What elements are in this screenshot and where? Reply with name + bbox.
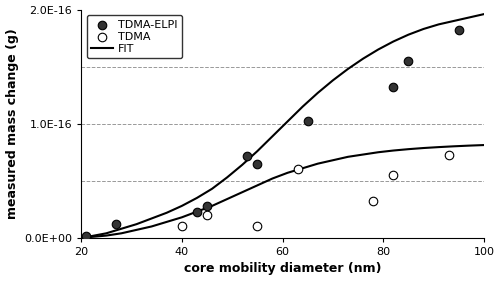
TDMA-ELPI xyxy=(112,222,120,226)
TDMA-ELPI xyxy=(455,28,463,32)
TDMA-ELPI xyxy=(244,153,252,158)
TDMA xyxy=(178,224,186,229)
Y-axis label: measured mass change (g): measured mass change (g) xyxy=(6,28,18,219)
TDMA-ELPI xyxy=(203,204,211,208)
TDMA-ELPI xyxy=(404,59,412,63)
X-axis label: core mobility diameter (nm): core mobility diameter (nm) xyxy=(184,262,382,275)
TDMA xyxy=(254,224,262,229)
TDMA-ELPI xyxy=(193,209,201,214)
TDMA xyxy=(294,167,302,172)
TDMA-ELPI xyxy=(390,85,398,89)
TDMA-ELPI xyxy=(82,233,90,238)
TDMA-ELPI xyxy=(304,119,312,124)
TDMA xyxy=(390,173,398,177)
TDMA xyxy=(444,152,452,157)
TDMA xyxy=(203,213,211,217)
TDMA-ELPI xyxy=(254,161,262,166)
Legend: TDMA-ELPI, TDMA, FIT: TDMA-ELPI, TDMA, FIT xyxy=(86,15,182,58)
TDMA xyxy=(369,199,377,203)
